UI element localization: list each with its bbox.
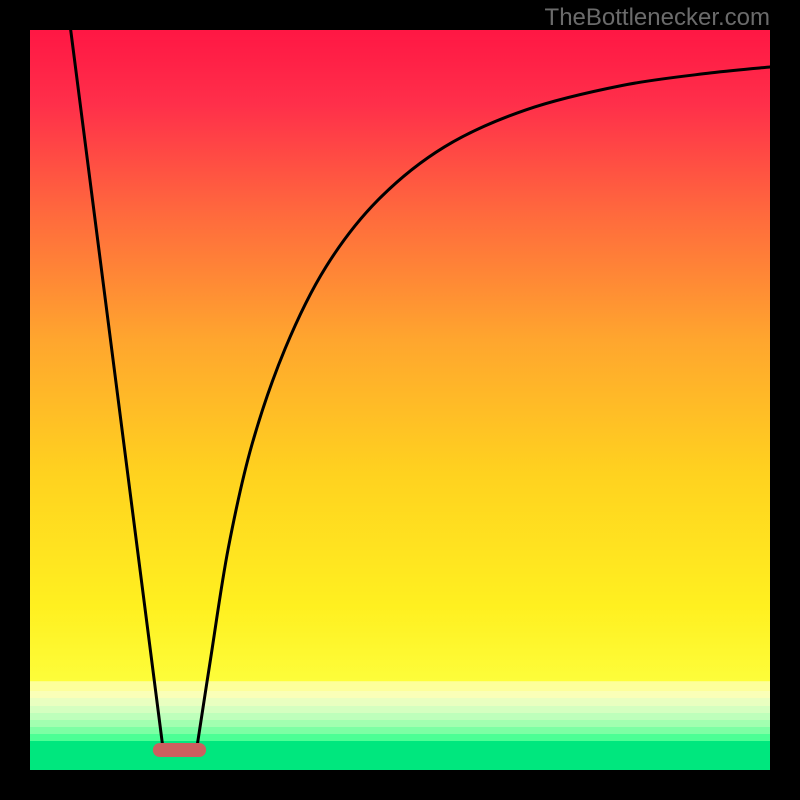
plot-frame [30, 30, 770, 770]
optimal-marker [153, 743, 206, 757]
chart-stage: TheBottlenecker.com [0, 0, 800, 800]
watermark-link[interactable]: TheBottlenecker.com [545, 4, 770, 32]
curve-right-segment [197, 67, 771, 750]
curve-left-segment [71, 30, 164, 750]
plot-svg [30, 30, 770, 770]
